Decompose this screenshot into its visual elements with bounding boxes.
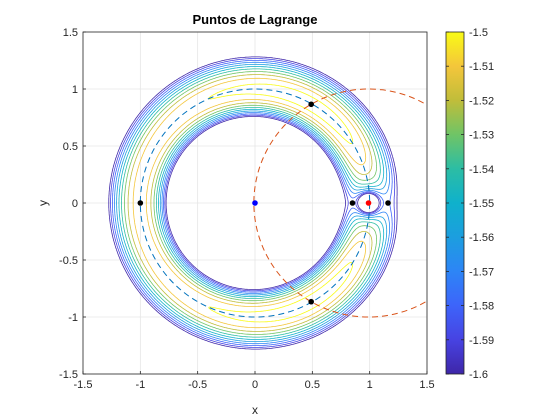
- colorbar-tick-label: -1.5: [469, 27, 488, 39]
- body-marker: [252, 200, 258, 206]
- colorbar-tick-label: -1.55: [469, 198, 494, 210]
- colorbar-tick-label: -1.59: [469, 335, 494, 347]
- y-tick-label: -1: [68, 312, 78, 324]
- y-tick-label: -0.5: [59, 255, 78, 267]
- contour-line: [110, 58, 396, 348]
- contour-line: [208, 83, 354, 323]
- y-tick-label: 0: [72, 198, 78, 210]
- y-tick-label: -1.5: [59, 369, 78, 381]
- contour-line: [118, 66, 385, 340]
- colorbar: -1.5 -1.51 -1.52 -1.53 -1.54 -1.55 -1.56 -1.57 -…: [445, 27, 494, 381]
- chart-title: Puntos de Lagrange: [193, 12, 318, 27]
- contour-line: [108, 56, 398, 350]
- y-tick-label: 1: [72, 84, 78, 96]
- y-tick-label: 1.5: [63, 27, 78, 39]
- contour-line: [132, 77, 367, 329]
- colorbar-tick-label: -1.52: [469, 95, 494, 107]
- colorbar-tick-label: -1.6: [469, 369, 488, 381]
- x-tick-label: 1: [367, 379, 373, 391]
- colorbar-tick-label: -1.51: [469, 61, 494, 73]
- y-tick-label: 0.5: [63, 141, 78, 153]
- lagrange-point-marker: [308, 298, 314, 305]
- lagrange-point-marker: [385, 200, 391, 206]
- lagrange-point-marker: [137, 200, 144, 206]
- contour-line: [116, 63, 388, 343]
- contour-line: [127, 74, 373, 332]
- colorbar-tick-label: -1.56: [469, 232, 494, 244]
- x-axis-ticks: -1.5 -1 -0.5 0 0.5 1 1.5: [74, 371, 435, 391]
- x-tick-label: 0: [252, 379, 258, 391]
- colorbar-tick-label: -1.53: [469, 130, 494, 142]
- x-tick-label: -1.5: [74, 379, 93, 391]
- contour-line: [114, 61, 390, 345]
- colorbar-ticks: -1.5 -1.51 -1.52 -1.53 -1.54 -1.55 -1.56 -1.57 -…: [446, 27, 494, 381]
- point-markers: [137, 101, 391, 305]
- colorbar-tick-label: -1.54: [469, 164, 494, 176]
- body-marker: [365, 200, 372, 206]
- y-axis-label: y: [36, 200, 50, 206]
- lagrange-point-marker: [349, 200, 356, 206]
- y-axis-ticks: -1.5 -1 -0.5 0 0.5 1 1.5: [59, 27, 86, 381]
- x-tick-label: 0.5: [305, 379, 320, 391]
- contour-line: [112, 60, 393, 346]
- lagrange-point-marker: [308, 101, 314, 108]
- contour-line: [121, 68, 381, 338]
- x-tick-label: -0.5: [188, 379, 207, 391]
- plot-area: [108, 56, 427, 350]
- x-axis-label: x: [252, 403, 258, 417]
- colorbar-tick-label: -1.57: [469, 266, 494, 278]
- x-tick-label: 1.5: [419, 379, 434, 391]
- colorbar-tick-label: -1.58: [469, 301, 494, 313]
- x-tick-label: -1: [135, 379, 145, 391]
